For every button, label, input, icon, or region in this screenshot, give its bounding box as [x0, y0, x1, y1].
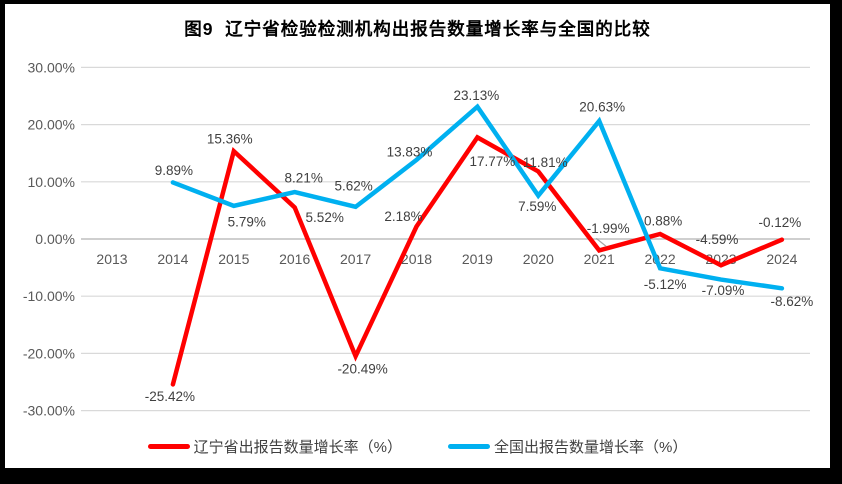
data-label: 8.21% — [285, 171, 323, 186]
data-label: -7.09% — [702, 283, 745, 298]
data-label: 5.62% — [334, 178, 372, 193]
chart-title: 图9 辽宁省检验检测机构出报告数量增长率与全国的比较 — [184, 19, 651, 39]
data-label: -5.12% — [644, 277, 687, 292]
line-chart-plot-area: 30.00% 20.00% 10.00% 0.00% -10.00% -20.00% -30… — [23, 59, 814, 419]
x-tick-label: 2020 — [523, 251, 554, 267]
x-tick-label: 2019 — [462, 251, 493, 267]
data-label: 11.81% — [523, 155, 568, 170]
x-tick-label: 2014 — [157, 251, 188, 267]
legend-label-liaoning: 辽宁省出报告数量增长率（%） — [193, 439, 402, 456]
data-label: 0.88% — [644, 213, 682, 228]
legend: 辽宁省出报告数量增长率（%） 全国出报告数量增长率（%） — [5, 436, 830, 457]
data-label: 23.13% — [454, 88, 500, 103]
legend-line-swatch-national-icon — [448, 444, 490, 449]
x-tick-label: 2018 — [401, 251, 432, 267]
x-tick-label: 2016 — [279, 251, 310, 267]
x-tick-label: 2021 — [584, 251, 615, 267]
y-tick-label: 30.00% — [28, 59, 75, 75]
label-leader-line — [595, 237, 607, 247]
y-tick-label: 20.00% — [28, 117, 75, 133]
data-label: 9.89% — [155, 163, 193, 178]
y-tick-label: -20.00% — [23, 345, 75, 361]
data-label: -1.99% — [587, 221, 630, 236]
y-tick-label: 10.00% — [28, 174, 75, 190]
x-tick-label: 2017 — [340, 251, 371, 267]
data-label: 7.59% — [518, 199, 556, 214]
y-tick-label: -10.00% — [23, 288, 75, 304]
data-label: -8.62% — [771, 294, 814, 309]
legend-item-national: 全国出报告数量增长率（%） — [448, 436, 687, 457]
x-tick-label: 2013 — [96, 251, 127, 267]
data-label: 2.18% — [384, 209, 422, 224]
legend-line-swatch-liaoning-icon — [147, 444, 190, 449]
x-tick-label: 2015 — [218, 251, 249, 267]
data-label: 13.83% — [387, 144, 433, 159]
series-line-1 — [170, 103, 785, 291]
data-label: 17.77% — [470, 154, 516, 169]
legend-item-liaoning: 辽宁省出报告数量增长率（%） — [147, 436, 402, 457]
y-tick-label: 0.00% — [35, 231, 75, 247]
data-label: -0.12% — [759, 215, 802, 230]
data-label: -4.59% — [696, 232, 739, 247]
data-label: 5.79% — [228, 214, 266, 229]
data-label: 15.36% — [207, 132, 253, 147]
series-line-0 — [170, 134, 785, 387]
legend-label-national: 全国出报告数量增长率（%） — [494, 439, 688, 456]
data-label: 20.63% — [579, 99, 625, 114]
x-tick-label: 2024 — [766, 251, 797, 267]
data-label: 5.52% — [306, 210, 344, 225]
data-label: -20.49% — [337, 362, 387, 377]
y-tick-label: -30.00% — [23, 403, 75, 419]
data-label: -25.42% — [145, 389, 195, 404]
